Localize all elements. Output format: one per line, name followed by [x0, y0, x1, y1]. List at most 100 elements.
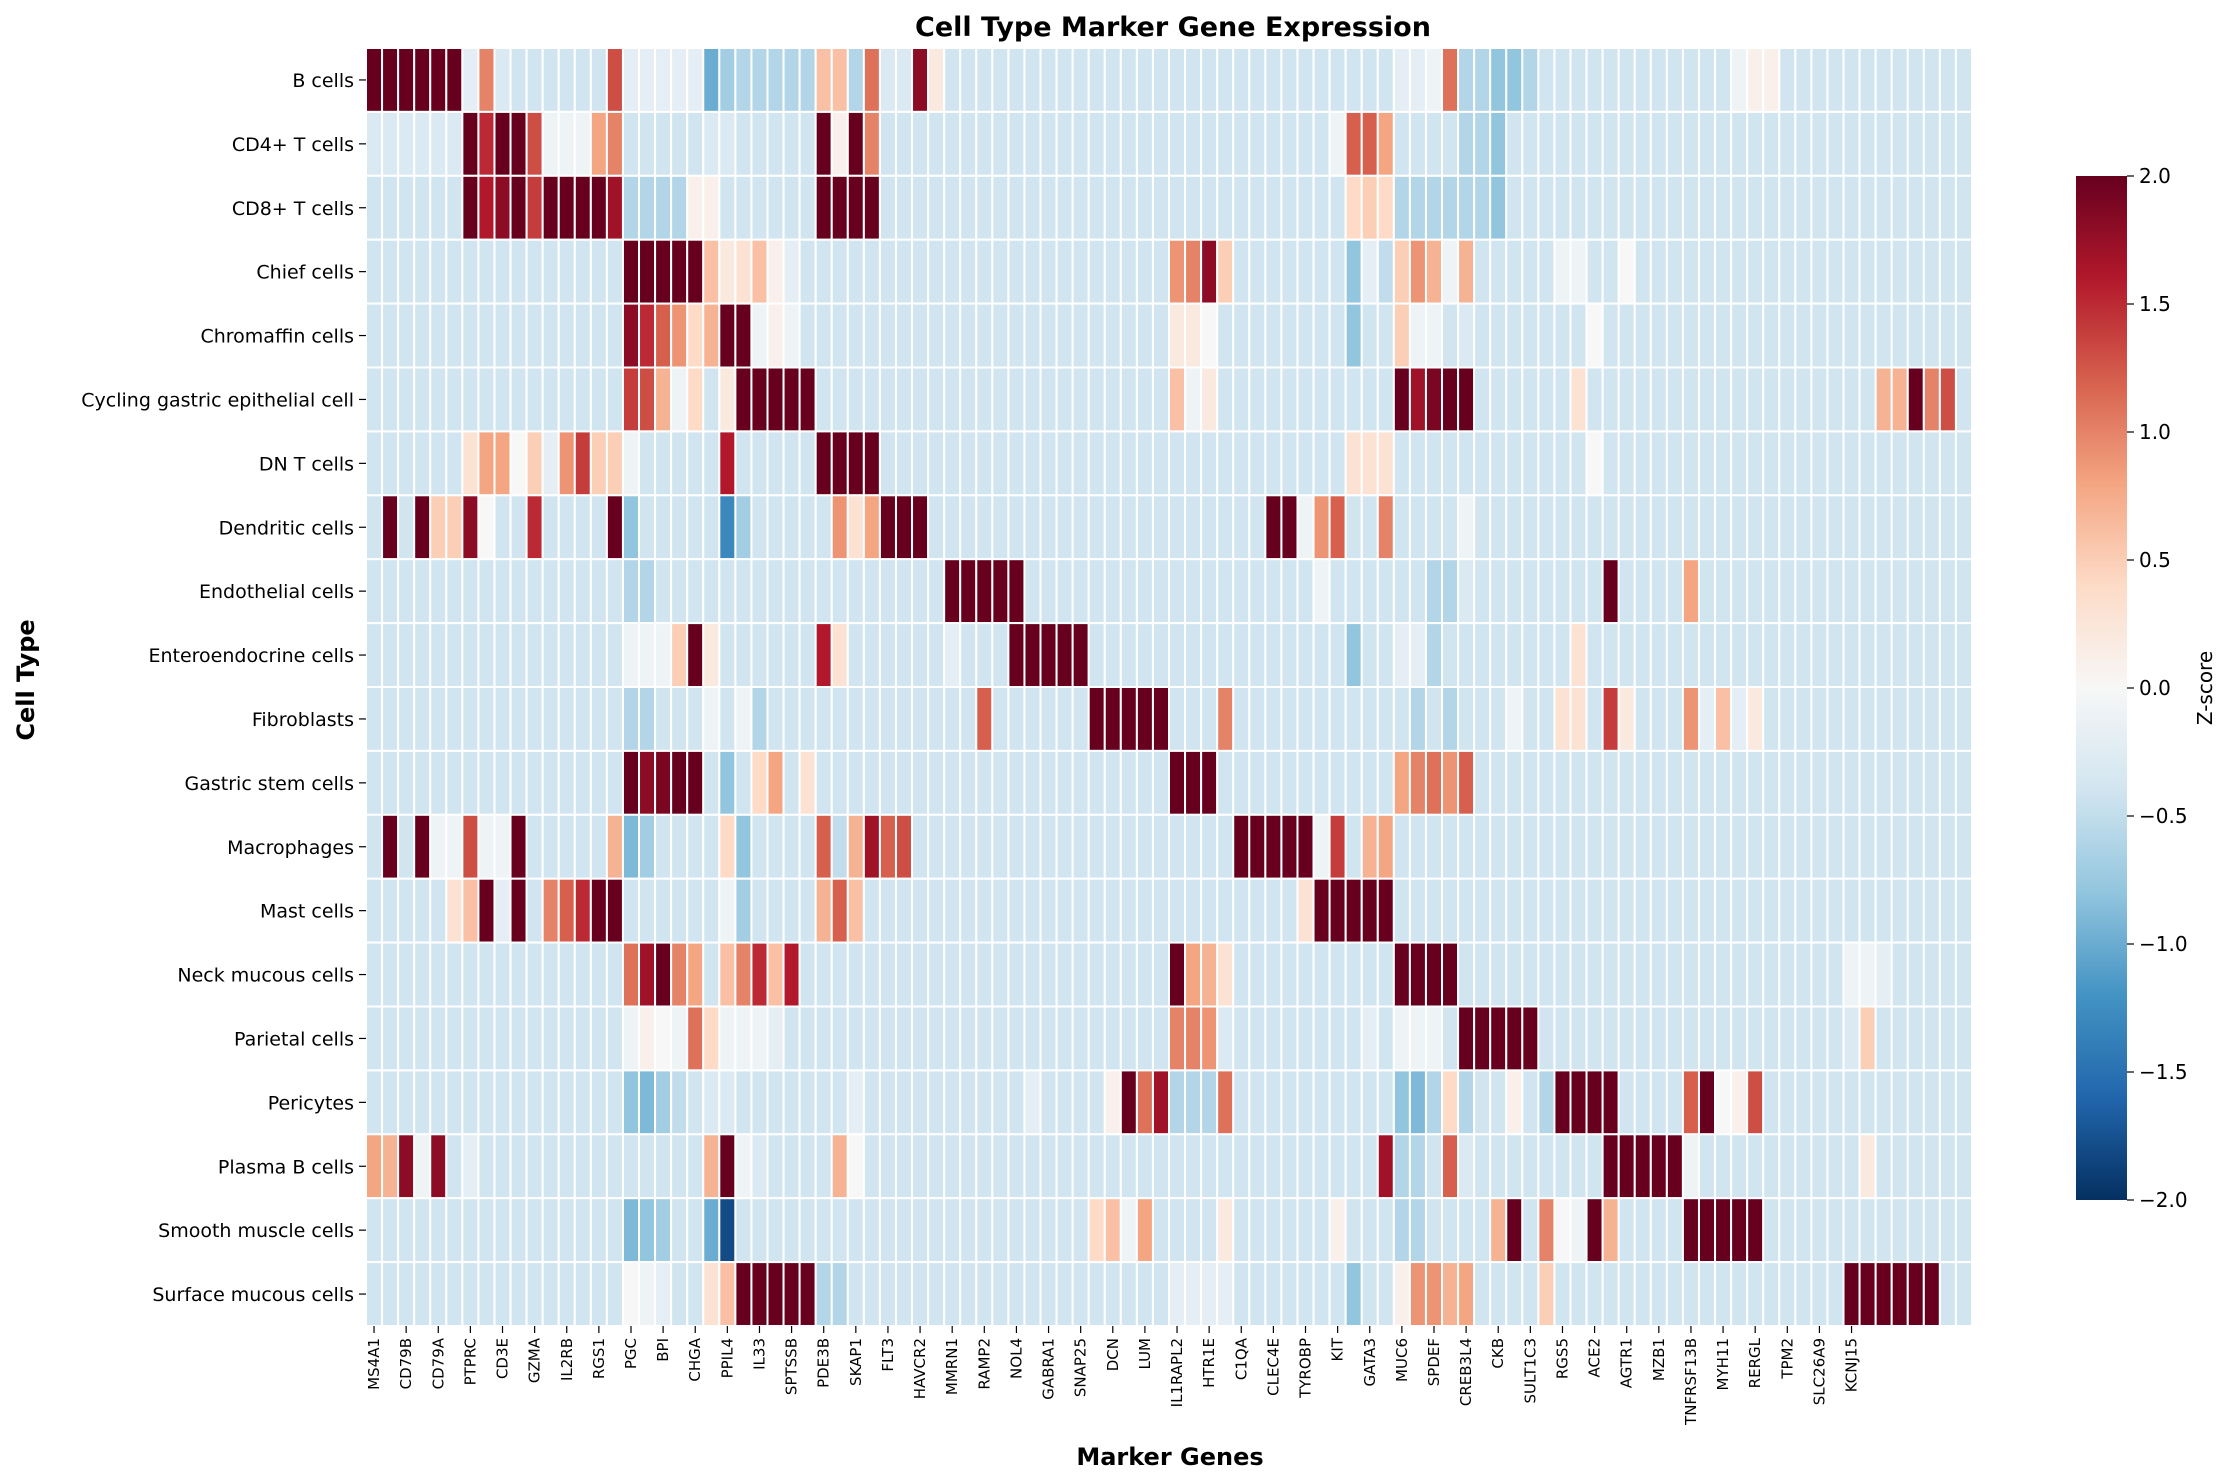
heatmap-cell	[1890, 430, 1909, 497]
heatmap-cell	[525, 1261, 544, 1327]
heatmap-cell	[1906, 47, 1925, 113]
heatmap-cell	[1697, 494, 1717, 561]
heatmap-cell	[365, 302, 384, 369]
heatmap-cell	[1521, 1197, 1540, 1264]
heatmap-cell	[1681, 366, 1700, 433]
heatmap-cell	[1119, 1069, 1138, 1136]
heatmap-cell	[1938, 877, 1957, 944]
heatmap-cell	[878, 238, 897, 305]
heatmap-cell	[1714, 622, 1733, 688]
heatmap-cell	[1184, 1133, 1203, 1200]
heatmap-cell	[1376, 941, 1395, 1008]
heatmap-cell	[1954, 494, 1973, 561]
heatmap-cell	[1553, 1005, 1572, 1072]
heatmap-cell	[1071, 941, 1090, 1008]
heatmap-cell	[1039, 877, 1058, 944]
heatmap-cell	[927, 302, 946, 369]
heatmap-cell	[1168, 366, 1187, 433]
heatmap-cell	[1392, 366, 1411, 433]
heatmap-cell	[429, 1133, 448, 1200]
y-tick-label: Surface mucous cells	[152, 1284, 354, 1306]
heatmap-cell	[1746, 1005, 1765, 1072]
heatmap-cell	[1151, 749, 1170, 816]
heatmap-cell	[878, 110, 897, 177]
heatmap-cell	[1280, 238, 1299, 305]
heatmap-cell	[862, 1197, 881, 1264]
heatmap-cell	[1778, 1133, 1797, 1200]
heatmap-cell	[1023, 622, 1042, 688]
heatmap-cell	[461, 302, 480, 369]
heatmap-cell	[734, 1005, 753, 1072]
heatmap-cell	[1505, 941, 1524, 1008]
heatmap-cell	[1424, 877, 1444, 944]
heatmap-cell	[686, 1133, 705, 1200]
heatmap-cell	[1232, 1133, 1251, 1200]
heatmap-cell	[429, 174, 448, 241]
heatmap-cell	[1232, 47, 1251, 113]
heatmap-cell	[445, 558, 464, 625]
heatmap-cell	[365, 749, 384, 816]
heatmap-cell	[1168, 941, 1187, 1008]
heatmap-cell	[1906, 1261, 1925, 1327]
heatmap-cell	[1601, 47, 1620, 113]
heatmap-cell	[1280, 813, 1299, 880]
heatmap-cell	[975, 622, 994, 688]
heatmap-cell	[814, 366, 833, 433]
heatmap-cell	[445, 302, 464, 369]
heatmap-cell	[1890, 238, 1909, 305]
heatmap-cell	[846, 1261, 865, 1327]
heatmap-cell	[1617, 1133, 1636, 1200]
heatmap-cell	[445, 686, 464, 752]
x-tick-label: TPM2	[1778, 1338, 1796, 1380]
heatmap-cell	[1103, 494, 1122, 561]
heatmap-cell	[1168, 1197, 1187, 1264]
heatmap-cell	[1890, 749, 1909, 816]
heatmap-cell	[975, 1261, 994, 1327]
heatmap-cell	[1762, 47, 1781, 113]
heatmap-cell	[734, 686, 753, 752]
heatmap-cell	[1216, 686, 1235, 752]
heatmap-cell	[1039, 1133, 1058, 1200]
heatmap-cell	[1489, 302, 1508, 369]
y-tick-label: Chief cells	[256, 262, 354, 284]
heatmap-cell	[445, 174, 464, 241]
heatmap-cell	[1055, 366, 1074, 433]
heatmap-cell	[782, 1133, 801, 1200]
heatmap-cell	[638, 238, 657, 305]
heatmap-cell	[1071, 302, 1090, 369]
heatmap-cell	[1649, 430, 1668, 497]
heatmap-cell	[605, 749, 624, 816]
heatmap-cell	[1007, 430, 1026, 497]
x-tick-label: KIT	[1329, 1337, 1347, 1361]
heatmap-cell	[429, 238, 448, 305]
heatmap-cell	[1055, 558, 1074, 625]
heatmap-cell	[830, 749, 849, 816]
heatmap-cell	[509, 430, 528, 497]
heatmap-cell	[477, 494, 496, 561]
heatmap-cell	[782, 174, 801, 241]
heatmap-cell	[1874, 813, 1893, 880]
heatmap-cell	[1697, 366, 1717, 433]
heatmap-cell	[959, 174, 978, 241]
heatmap-cell	[1954, 1069, 1973, 1136]
heatmap-cell	[1392, 174, 1411, 241]
heatmap-cell	[1810, 238, 1829, 305]
heatmap-cell	[943, 47, 962, 113]
heatmap-cell	[702, 1005, 721, 1072]
heatmap-cell	[445, 1133, 464, 1200]
heatmap-cell	[1007, 622, 1026, 688]
heatmap-cell	[638, 686, 657, 752]
heatmap-cell	[1890, 1197, 1909, 1264]
heatmap-cell	[1071, 558, 1090, 625]
heatmap-cell	[1842, 1261, 1861, 1327]
heatmap-cell	[1730, 813, 1749, 880]
heatmap-cell	[589, 110, 608, 177]
heatmap-cell	[1826, 1005, 1845, 1072]
heatmap-cell	[1585, 1133, 1604, 1200]
heatmap-cell	[1071, 813, 1090, 880]
heatmap-cell	[573, 174, 592, 241]
heatmap-cell	[1762, 941, 1781, 1008]
heatmap-cell	[1328, 813, 1347, 880]
heatmap-cell	[429, 622, 448, 688]
heatmap-cell	[1922, 1261, 1941, 1327]
